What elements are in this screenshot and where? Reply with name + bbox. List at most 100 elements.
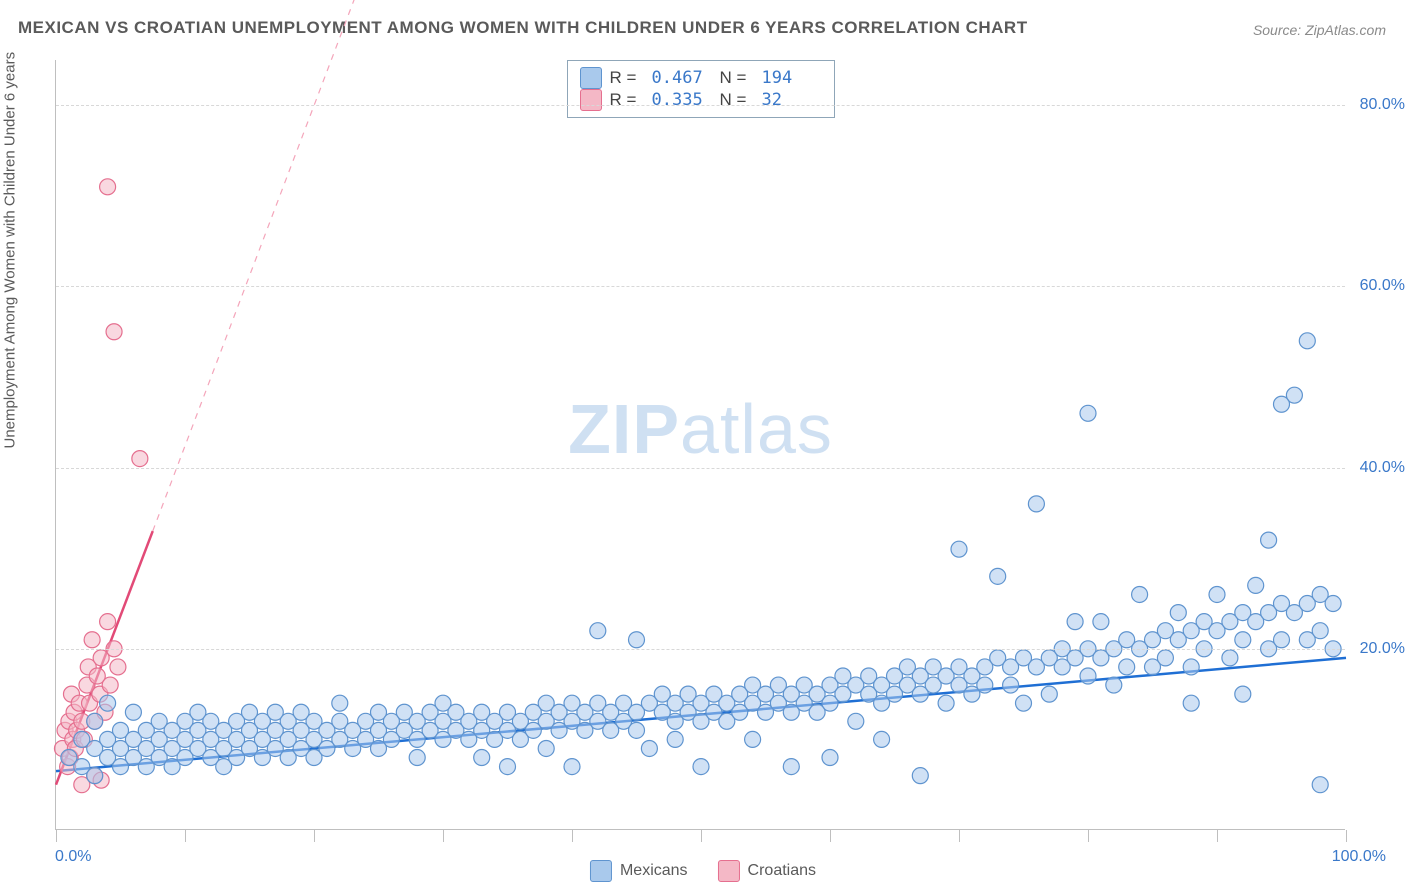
legend-n-label: N = [720,90,754,110]
mexicans-point [951,541,967,557]
legend-r-value: 0.467 [652,68,712,88]
mexicans-point [848,713,864,729]
mexicans-point [822,750,838,766]
grid-line [56,468,1345,469]
mexicans-point [500,759,516,775]
mexicans-point [1016,695,1032,711]
croatians-point [100,179,116,195]
mexicans-point [1274,632,1290,648]
mexicans-point [1261,532,1277,548]
mexicans-point [1235,686,1251,702]
plot-svg [56,60,1345,829]
x-axis-min-label: 0.0% [55,848,91,866]
x-tick [701,830,702,842]
mexicans-point [1041,686,1057,702]
x-tick [830,830,831,842]
legend-r-label: R = [610,90,644,110]
x-tick [959,830,960,842]
mexicans-point [590,623,606,639]
mexicans-point [538,740,554,756]
mexicans-point [629,632,645,648]
mexicans-point [1080,405,1096,421]
mexicans-point [1119,659,1135,675]
mexicans-point [1286,387,1302,403]
source-label: Source: ZipAtlas.com [1253,22,1386,38]
y-tick-label: 80.0% [1360,96,1405,114]
x-tick [56,830,57,842]
series-legend-item: Mexicans [590,860,688,882]
mexicans-point [1312,777,1328,793]
legend-swatch [580,89,602,111]
legend-swatch [580,67,602,89]
series-legend-label: Croatians [748,862,816,880]
mexicans-point [977,677,993,693]
croatians-point [110,659,126,675]
mexicans-point [1003,677,1019,693]
croatians-point [100,614,116,630]
legend-r-value: 0.335 [652,90,712,110]
series-legend-label: Mexicans [620,862,688,880]
grid-line [56,286,1345,287]
croatians-point [106,324,122,340]
mexicans-point [990,568,1006,584]
mexicans-point [1183,695,1199,711]
mexicans-point [1299,333,1315,349]
x-tick [572,830,573,842]
mexicans-point [1235,632,1251,648]
mexicans-point [874,731,890,747]
scatter-plot: ZIPatlas R =0.467N =194R =0.335N =32 20.… [55,60,1345,830]
x-tick [443,830,444,842]
mexicans-point [564,759,580,775]
croatians-point [84,632,100,648]
mexicans-point [629,722,645,738]
mexicans-point [1222,650,1238,666]
mexicans-point [1209,586,1225,602]
mexicans-point [1067,614,1083,630]
mexicans-point [87,713,103,729]
legend-n-value: 32 [762,90,822,110]
y-axis-label: Unemployment Among Women with Children U… [2,52,19,449]
y-tick-label: 60.0% [1360,277,1405,295]
mexicans-point [938,695,954,711]
x-tick [314,830,315,842]
mexicans-point [912,768,928,784]
x-tick [1088,830,1089,842]
legend-swatch [590,860,612,882]
x-tick [1346,830,1347,842]
mexicans-point [1028,496,1044,512]
mexicans-point [693,759,709,775]
mexicans-point [125,704,141,720]
grid-line [56,105,1345,106]
mexicans-point [100,695,116,711]
mexicans-point [1093,614,1109,630]
mexicans-point [332,695,348,711]
mexicans-point [87,768,103,784]
croatians-point [132,451,148,467]
legend-swatch [718,860,740,882]
mexicans-point [1248,577,1264,593]
correlation-legend: R =0.467N =194R =0.335N =32 [567,60,835,118]
x-tick [185,830,186,842]
legend-n-value: 194 [762,68,822,88]
legend-r-label: R = [610,68,644,88]
x-axis-max-label: 100.0% [1332,848,1386,866]
mexicans-point [1325,596,1341,612]
mexicans-point [1132,586,1148,602]
croatians-point [102,677,118,693]
legend-row: R =0.467N =194 [580,67,822,89]
mexicans-point [1170,605,1186,621]
series-legend-item: Croatians [718,860,816,882]
mexicans-point [745,731,761,747]
mexicans-point [409,750,425,766]
croatians-regression-extrapolation [153,0,366,531]
mexicans-point [783,759,799,775]
grid-line [56,649,1345,650]
mexicans-point [1183,659,1199,675]
page-title: MEXICAN VS CROATIAN UNEMPLOYMENT AMONG W… [18,18,1028,38]
mexicans-point [641,740,657,756]
mexicans-point [1312,623,1328,639]
mexicans-point [1106,677,1122,693]
y-tick-label: 40.0% [1360,459,1405,477]
mexicans-point [667,731,683,747]
series-legend: Mexicans Croatians [590,860,816,882]
